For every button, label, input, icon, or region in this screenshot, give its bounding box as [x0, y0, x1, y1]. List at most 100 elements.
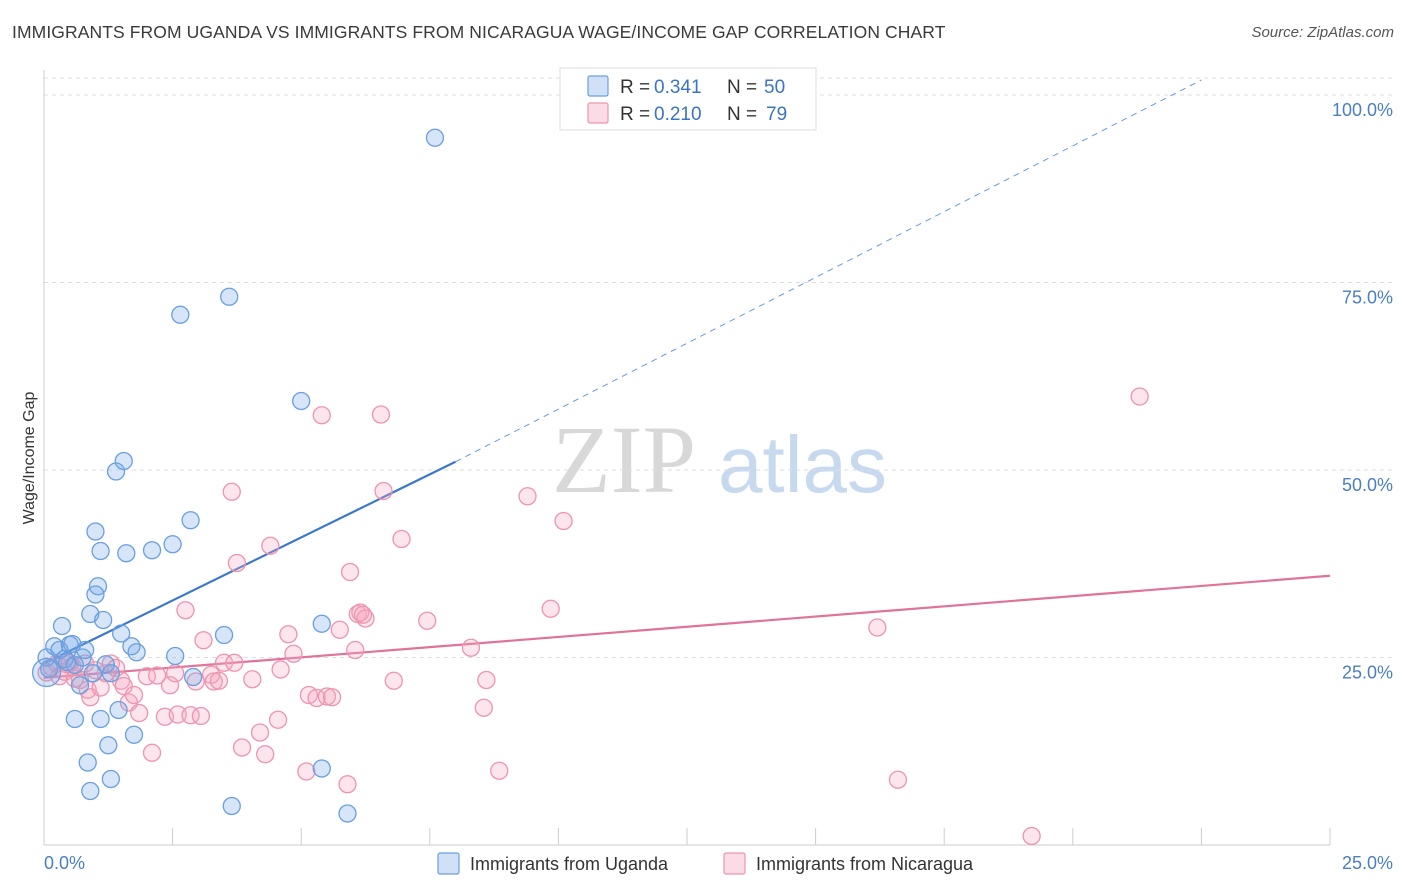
data-point-nicaragua-77 [868, 618, 887, 637]
watermark: ZIP atlas [552, 406, 887, 513]
data-point-uganda-48 [425, 128, 445, 147]
legend-r-label-nicaragua: R = [620, 104, 650, 125]
correlation-legend: R = 0.341 N = 50 R = 0.210 N = 79 [559, 67, 817, 131]
data-point-nicaragua-59 [340, 562, 360, 582]
legend-r-value-nicaragua: 0.210 [654, 104, 702, 125]
bottom-legend-label-nicaragua: Immigrants from Nicaragua [756, 854, 974, 874]
data-point-uganda-4 [52, 616, 72, 636]
data-point-nicaragua-49 [279, 625, 298, 644]
legend-swatch-uganda [587, 75, 609, 97]
data-point-uganda-11 [65, 709, 85, 729]
legend-box [559, 67, 817, 131]
data-point-nicaragua-60 [346, 640, 365, 660]
data-point-nicaragua-42 [232, 738, 252, 757]
data-point-nicaragua-45 [256, 745, 275, 764]
data-point-uganda-24 [99, 736, 118, 755]
data-point-uganda-20 [91, 541, 110, 561]
data-point-nicaragua-71 [474, 698, 493, 717]
data-point-nicaragua-41 [227, 553, 247, 573]
data-point-nicaragua-69 [418, 611, 437, 630]
data-point-nicaragua-65 [371, 405, 391, 424]
data-point-uganda-10 [70, 676, 90, 695]
data-point-nicaragua-33 [191, 706, 211, 726]
data-point-uganda-27 [109, 700, 128, 720]
data-point-uganda-34 [86, 585, 105, 604]
bottom-legend-swatch-uganda [437, 852, 460, 875]
data-point-uganda-30 [117, 544, 136, 563]
data-point-nicaragua-40 [225, 653, 244, 672]
data-point-nicaragua-extra-0 [1130, 387, 1149, 406]
data-point-uganda-33 [127, 643, 146, 662]
y-tick-labels: 25.0% 50.0% 75.0% 100.0% [1332, 100, 1393, 683]
data-point-nicaragua-64 [353, 605, 373, 624]
data-point-uganda-44 [292, 391, 311, 411]
bottom-legend-label-uganda: Immigrants from Uganda [470, 854, 669, 874]
legend-n-label-nicaragua: N = [727, 104, 757, 125]
trend-lines [43, 79, 1331, 679]
data-point-nicaragua-68 [392, 529, 411, 549]
data-point-nicaragua-34 [194, 631, 213, 650]
data-point-uganda-29 [114, 451, 133, 471]
data-point-nicaragua-48 [271, 660, 290, 679]
legend-swatch-nicaragua [587, 102, 609, 124]
data-point-nicaragua-13 [86, 661, 105, 680]
data-point-nicaragua-54 [312, 406, 331, 425]
data-point-nicaragua-58 [338, 775, 357, 794]
data-point-uganda-9 [65, 655, 85, 675]
watermark-atlas: atlas [718, 420, 887, 509]
data-point-uganda-28 [112, 624, 131, 643]
x-tick-labels: 0.0% 25.0% [44, 853, 1393, 873]
data-point-nicaragua-extra-1 [1022, 826, 1041, 846]
data-point-uganda-22 [91, 709, 110, 729]
series-legend: Immigrants from Uganda Immigrants from N… [437, 852, 974, 875]
source-label: Source: ZipAtlas.com [1251, 24, 1394, 41]
data-point-uganda-16 [78, 753, 97, 772]
data-point-uganda-40 [184, 667, 203, 687]
data-point-nicaragua-76 [554, 511, 573, 531]
data-point-nicaragua-30 [176, 601, 195, 620]
data-point-nicaragua-50 [284, 644, 303, 663]
data-point-nicaragua-78 [888, 770, 908, 789]
bottom-legend-swatch-nicaragua [723, 852, 746, 875]
data-point-nicaragua-56 [322, 688, 342, 707]
watermark-zip: ZIP [552, 406, 696, 513]
data-point-nicaragua-22 [130, 703, 149, 723]
data-point-nicaragua-21 [124, 685, 144, 705]
trend-line-uganda [43, 460, 457, 665]
y-tick-label-2: 75.0% [1342, 288, 1393, 308]
legend-n-label-uganda: N = [727, 77, 757, 98]
y-tick-label-0: 25.0% [1342, 663, 1393, 683]
data-point-nicaragua-72 [477, 670, 496, 690]
data-point-uganda-17 [81, 781, 100, 801]
legend-n-value-uganda: 50 [764, 77, 785, 98]
data-point-nicaragua-27 [160, 676, 180, 695]
y-tick-label-3: 100.0% [1332, 100, 1393, 120]
data-point-uganda-14 [76, 640, 95, 660]
x-tick-label-0: 0.0% [44, 853, 85, 873]
data-point-uganda-41 [214, 625, 234, 645]
data-point-uganda-35 [142, 541, 162, 560]
data-point-nicaragua-31 [181, 706, 200, 725]
data-point-nicaragua-14 [91, 678, 110, 697]
legend-r-value-uganda: 0.341 [654, 77, 702, 98]
y-tick-label-1: 50.0% [1342, 475, 1393, 495]
data-point-nicaragua-46 [261, 536, 280, 555]
data-point-nicaragua-23 [137, 667, 157, 686]
data-point-nicaragua-57 [330, 620, 349, 639]
data-point-nicaragua-51 [297, 762, 316, 781]
data-point-nicaragua-36 [204, 672, 223, 691]
grid-lines [44, 77, 1393, 658]
data-point-nicaragua-47 [268, 710, 288, 729]
x-tick-label-1: 25.0% [1342, 853, 1393, 873]
data-point-uganda-38 [171, 305, 190, 324]
data-point-uganda-47 [338, 804, 357, 823]
data-point-uganda-43 [222, 796, 241, 816]
data-point-nicaragua-39 [222, 482, 241, 501]
data-point-uganda-46 [312, 759, 331, 778]
data-point-uganda-37 [166, 646, 185, 666]
data-point-nicaragua-73 [490, 761, 509, 780]
data-point-nicaragua-37 [209, 671, 229, 690]
data-point-uganda-cluster [31, 657, 62, 688]
data-point-uganda-32 [124, 725, 144, 744]
